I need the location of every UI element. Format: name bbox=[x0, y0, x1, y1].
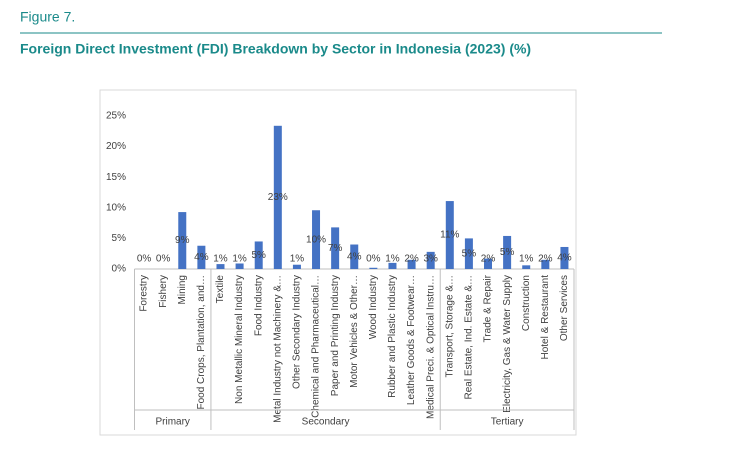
data-label: 1% bbox=[519, 254, 534, 265]
bar bbox=[178, 212, 187, 269]
x-tick-label: Medical Preci. & Optical Instru… bbox=[425, 275, 436, 419]
bar bbox=[445, 201, 454, 269]
group-label: Secondary bbox=[302, 417, 350, 428]
x-tick-label: Leather Goods & Footwear… bbox=[406, 275, 417, 405]
bar bbox=[484, 258, 493, 269]
data-label: 10% bbox=[306, 234, 326, 245]
bar bbox=[388, 262, 397, 269]
x-tick-label: Food Crops, Plantation, and… bbox=[196, 275, 207, 410]
chart-title: Foreign Direct Investment (FDI) Breakdow… bbox=[20, 41, 531, 57]
y-tick-label: 5% bbox=[112, 233, 127, 244]
bar bbox=[407, 259, 416, 269]
bar bbox=[254, 241, 263, 269]
x-tick-label: Non Metallic Mineral Industry bbox=[234, 275, 245, 404]
data-label: 5% bbox=[500, 247, 515, 258]
x-tick-label: Paper and Printing Industry bbox=[330, 275, 341, 396]
data-label: 0% bbox=[366, 254, 381, 265]
data-label: 1% bbox=[290, 254, 305, 265]
group-label: Tertiary bbox=[491, 417, 524, 428]
data-label: 5% bbox=[462, 248, 477, 259]
data-label: 3% bbox=[423, 254, 438, 265]
x-tick-label: Motor Vehicles & Other… bbox=[349, 275, 360, 388]
data-label: 23% bbox=[268, 192, 288, 203]
x-tick-label: Food Industry bbox=[253, 275, 264, 336]
bar bbox=[560, 246, 569, 269]
x-tick-label: Electricity, Gas & Water Supply bbox=[502, 275, 513, 413]
y-tick-label: 10% bbox=[106, 202, 126, 213]
bar bbox=[331, 227, 340, 269]
x-tick-label: Wood Industry bbox=[368, 275, 379, 339]
x-tick-label: Transport, Storage &… bbox=[444, 275, 455, 377]
bar bbox=[350, 244, 359, 269]
data-label: 2% bbox=[404, 254, 419, 265]
x-tick-label: Real Estate, Ind. Estate &… bbox=[464, 275, 475, 400]
bar bbox=[522, 265, 531, 269]
data-label: 2% bbox=[538, 254, 553, 265]
x-tick-label: Forestry bbox=[139, 275, 150, 312]
bar bbox=[197, 245, 206, 269]
x-tick-label: Other Services bbox=[559, 275, 570, 341]
y-tick-label: 0% bbox=[112, 264, 127, 275]
x-tick-label: Metal Industry not Machinery &… bbox=[272, 275, 283, 423]
bar bbox=[273, 125, 282, 270]
bar bbox=[464, 238, 473, 269]
bar bbox=[369, 267, 378, 269]
y-tick-label: 20% bbox=[106, 141, 126, 152]
data-label: 2% bbox=[481, 254, 496, 265]
data-label: 0% bbox=[137, 254, 152, 265]
data-label: 4% bbox=[557, 253, 572, 264]
bar bbox=[312, 210, 321, 269]
bar bbox=[292, 264, 301, 269]
data-label: 1% bbox=[213, 254, 228, 265]
data-label: 4% bbox=[347, 251, 362, 262]
data-label: 4% bbox=[194, 252, 209, 263]
bar bbox=[216, 264, 225, 269]
data-label: 5% bbox=[251, 250, 266, 261]
x-tick-label: Trade & Repair bbox=[483, 274, 494, 342]
x-tick-label: Fishery bbox=[158, 275, 169, 308]
data-label: 9% bbox=[175, 235, 190, 246]
bar bbox=[235, 263, 244, 269]
chart-frame bbox=[99, 89, 577, 436]
figure-label: Figure 7. bbox=[20, 9, 75, 25]
x-tick-label: Mining bbox=[177, 275, 188, 304]
data-label: 0% bbox=[156, 254, 171, 265]
y-tick-label: 15% bbox=[106, 172, 126, 183]
data-label: 1% bbox=[385, 254, 400, 265]
x-tick-label: Textile bbox=[215, 275, 226, 304]
bar bbox=[541, 259, 550, 269]
group-label: Primary bbox=[155, 417, 189, 428]
x-tick-label: Construction bbox=[521, 275, 532, 331]
bar bbox=[426, 251, 435, 269]
x-tick-label: Chemical and Pharmaceutical… bbox=[311, 275, 322, 418]
x-tick-label: Hotel & Restaurant bbox=[540, 275, 551, 360]
data-label: 1% bbox=[232, 254, 247, 265]
data-label: 7% bbox=[328, 243, 343, 254]
x-tick-label: Other Secondary Industry bbox=[292, 275, 303, 389]
data-label: 11% bbox=[440, 230, 459, 241]
y-tick-label: 25% bbox=[106, 111, 126, 122]
x-tick-label: Rubber and Plastic Industry bbox=[387, 275, 398, 398]
bar bbox=[503, 235, 512, 269]
